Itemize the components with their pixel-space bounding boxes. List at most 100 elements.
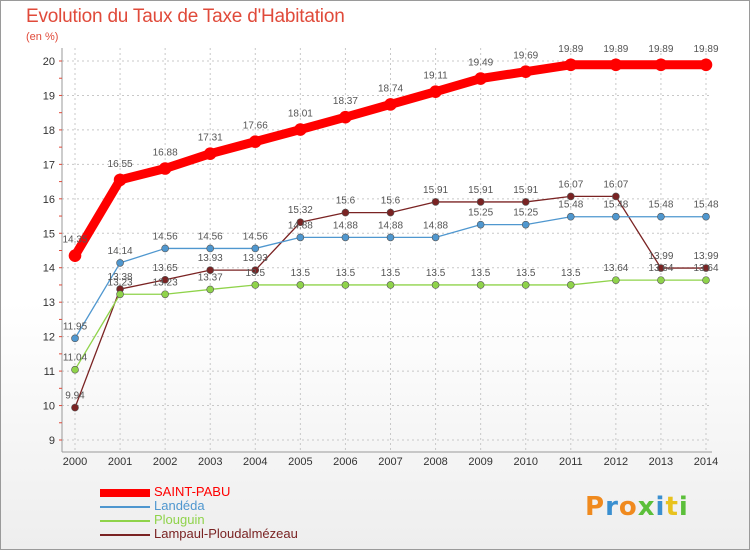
data-label: 15.25 — [468, 208, 493, 219]
data-point — [474, 72, 487, 85]
data-point — [158, 162, 172, 175]
data-label: 14.56 — [198, 231, 223, 242]
data-point — [476, 220, 485, 229]
y-tick-label: 14 — [43, 263, 55, 275]
data-label: 13.5 — [561, 268, 581, 279]
data-point — [339, 110, 352, 124]
data-point — [702, 264, 710, 272]
data-point — [161, 290, 169, 299]
data-label: 13.38 — [108, 272, 133, 283]
legend-swatch — [100, 534, 150, 536]
data-point — [431, 198, 440, 206]
data-label: 19.69 — [513, 51, 538, 62]
x-tick-label: 2007 — [378, 456, 402, 468]
data-label: 16.55 — [108, 159, 133, 170]
x-tick-label: 2002 — [153, 456, 177, 468]
y-tick-label: 18 — [43, 125, 55, 137]
data-label: 16.88 — [153, 147, 178, 158]
y-tick-label: 9 — [49, 435, 55, 447]
data-point — [657, 212, 665, 221]
y-tick-label: 10 — [43, 401, 55, 413]
data-point — [612, 276, 620, 284]
data-point — [116, 259, 124, 267]
x-tick-label: 2010 — [513, 456, 537, 468]
data-label: 13.64 — [693, 263, 718, 274]
data-label: 14.35 — [62, 235, 87, 246]
x-tick-label: 2011 — [559, 456, 583, 468]
data-label: 15.48 — [603, 200, 628, 211]
data-label: 14.56 — [153, 231, 178, 242]
data-point — [161, 275, 169, 284]
x-tick-label: 2001 — [108, 456, 132, 468]
x-tick-label: 2004 — [243, 456, 267, 468]
data-label: 18.37 — [333, 96, 358, 107]
data-point — [521, 198, 530, 206]
data-point — [341, 208, 350, 217]
data-label: 14.56 — [243, 231, 268, 242]
legend-swatch — [100, 489, 150, 497]
proxiti-logo: Proxiti — [585, 492, 689, 522]
x-tick-label: 2009 — [468, 456, 492, 468]
legend-swatch — [100, 506, 150, 508]
data-label: 13.5 — [516, 268, 536, 279]
data-label: 13.64 — [603, 263, 628, 274]
data-point — [566, 192, 575, 201]
data-label: 14.88 — [333, 220, 358, 231]
data-label: 19.89 — [558, 44, 583, 55]
data-point — [71, 365, 79, 374]
y-tick-label: 11 — [44, 366, 55, 378]
data-point — [521, 281, 530, 289]
data-point — [206, 266, 215, 274]
data-label: 15.48 — [648, 200, 673, 211]
data-point — [519, 65, 533, 78]
data-label: 15.91 — [423, 185, 448, 196]
data-label: 13.5 — [381, 268, 401, 279]
data-point — [431, 233, 440, 242]
data-label: 19.11 — [423, 71, 448, 82]
data-label: 13.23 — [153, 277, 178, 288]
y-tick-label: 16 — [43, 194, 55, 206]
data-label: 16.07 — [603, 179, 628, 190]
data-label: 15.91 — [468, 185, 493, 196]
data-label: 15.91 — [513, 185, 538, 196]
data-point — [248, 135, 262, 148]
data-label: 16.07 — [558, 179, 583, 190]
data-label: 17.66 — [243, 121, 268, 132]
data-label: 14.88 — [378, 220, 403, 231]
data-point — [476, 198, 485, 206]
data-label: 19.89 — [693, 44, 718, 55]
y-tick-label: 13 — [43, 297, 55, 309]
data-point — [71, 403, 79, 412]
x-tick-label: 2000 — [63, 456, 87, 468]
data-point — [612, 212, 620, 221]
data-point — [296, 233, 305, 242]
x-tick-label: 2014 — [694, 456, 718, 468]
data-point — [654, 58, 668, 72]
y-tick-label: 20 — [43, 56, 55, 68]
y-tick-label: 17 — [43, 159, 55, 171]
legend-label: Landéda — [154, 498, 205, 513]
data-point — [431, 281, 440, 289]
data-point — [657, 264, 665, 272]
data-point — [699, 58, 713, 72]
data-label: 15.6 — [336, 196, 356, 207]
data-label: 15.25 — [513, 208, 538, 219]
data-label: 15.48 — [558, 200, 583, 211]
data-label: 13.5 — [291, 268, 311, 279]
data-point — [113, 173, 127, 187]
data-point — [566, 212, 575, 221]
data-label: 18.74 — [378, 83, 403, 94]
data-label: 15.48 — [693, 200, 718, 211]
data-label: 11.95 — [63, 321, 88, 332]
data-point — [386, 208, 395, 217]
data-point — [251, 266, 260, 274]
data-label: 15.6 — [381, 196, 401, 207]
data-point — [341, 233, 350, 242]
data-point — [476, 281, 485, 289]
data-point — [251, 244, 260, 253]
data-point — [251, 281, 260, 289]
x-tick-label: 2012 — [604, 456, 628, 468]
data-label: 14.88 — [423, 220, 448, 231]
